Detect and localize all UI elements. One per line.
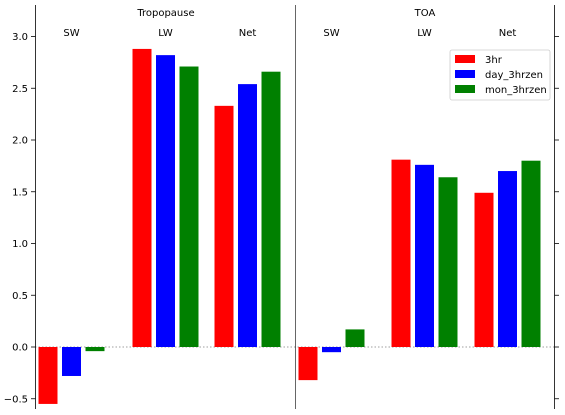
bar — [179, 66, 199, 347]
bar — [38, 347, 58, 404]
y-tick-label: 3.0 — [12, 32, 28, 43]
bar — [438, 177, 458, 347]
legend-label: day_3hrzen — [485, 70, 543, 81]
y-tick-label: 2.5 — [12, 84, 28, 95]
bar — [261, 71, 281, 347]
bar — [238, 84, 257, 348]
legend-label: 3hr — [485, 55, 503, 66]
bar — [474, 192, 494, 347]
category-label: LW — [417, 28, 432, 39]
category-label: SW — [323, 28, 339, 39]
y-tick-label: 2.0 — [12, 136, 28, 147]
bar — [345, 329, 365, 347]
labels: −0.5 0.0 0.5 1.0 1.5 2.0 2.5 3.0 Tropopause SW LW N… — [4, 8, 517, 405]
y-tick-label: 1.5 — [12, 187, 28, 198]
bar — [391, 159, 411, 347]
category-label: Net — [499, 28, 517, 39]
category-label: SW — [63, 28, 79, 39]
legend-label: mon_3hrzen — [485, 85, 547, 96]
legend-swatch — [455, 55, 475, 63]
bar — [214, 105, 234, 347]
y-tick-label: 0.5 — [12, 291, 28, 302]
legend-swatch — [455, 85, 475, 93]
bar — [498, 171, 517, 347]
bar — [85, 347, 105, 352]
bar — [62, 347, 81, 376]
bar — [132, 48, 152, 348]
legend: 3hr day_3hrzen mon_3hrzen — [449, 49, 551, 101]
bar — [156, 55, 175, 347]
bar — [415, 164, 434, 347]
bar — [298, 347, 318, 381]
axes — [31, 5, 559, 409]
bar — [521, 160, 541, 347]
bar — [322, 347, 341, 353]
panel-title: TOA — [414, 8, 436, 19]
y-tick-label: 1.0 — [12, 239, 28, 250]
y-tick-label: 0.0 — [12, 343, 28, 354]
panel-title: Tropopause — [136, 8, 194, 19]
legend-swatch — [455, 70, 475, 78]
category-label: Net — [239, 28, 257, 39]
bars — [38, 48, 541, 404]
category-label: LW — [158, 28, 173, 39]
y-tick-label: −0.5 — [4, 394, 28, 405]
